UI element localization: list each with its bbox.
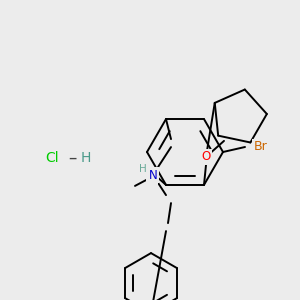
Text: H: H — [81, 151, 91, 165]
Text: Br: Br — [254, 140, 268, 154]
Text: O: O — [201, 150, 211, 164]
Text: –: – — [68, 149, 76, 167]
Text: Cl: Cl — [45, 151, 59, 165]
Text: O: O — [147, 170, 157, 183]
Text: H: H — [139, 164, 147, 174]
Text: N: N — [148, 169, 158, 182]
